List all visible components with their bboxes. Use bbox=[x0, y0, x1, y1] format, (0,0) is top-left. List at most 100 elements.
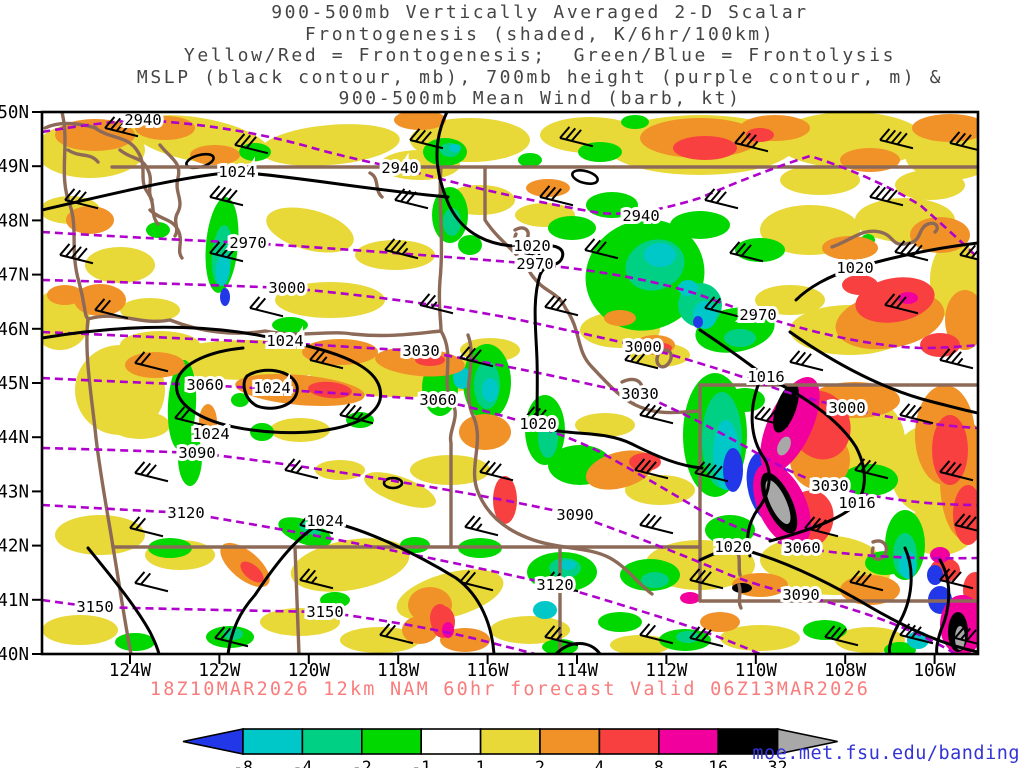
wind-barb bbox=[129, 516, 164, 538]
shading-blob bbox=[215, 254, 231, 286]
contour-label: 2940 bbox=[381, 159, 418, 177]
wind-barb bbox=[894, 240, 929, 262]
lon-axis-label: 110W bbox=[735, 661, 778, 681]
contour-label: 3090 bbox=[556, 506, 593, 524]
wind-barb bbox=[209, 241, 244, 263]
shading-blob bbox=[644, 243, 676, 267]
shading-blob bbox=[945, 290, 978, 350]
shading-blob bbox=[340, 627, 420, 653]
shading-blob bbox=[120, 298, 180, 322]
contour-label: 2970 bbox=[516, 255, 553, 273]
contour-label: 3030 bbox=[811, 477, 848, 495]
shading-blob bbox=[735, 238, 785, 262]
contour-label: 2970 bbox=[739, 306, 776, 324]
shading-blob bbox=[47, 285, 83, 305]
wind-barb bbox=[879, 128, 914, 150]
contour-label: 1024 bbox=[306, 512, 343, 530]
wind-barb bbox=[209, 185, 244, 207]
colorbar-tick-label: 1 bbox=[476, 758, 486, 768]
shading-blob bbox=[260, 608, 340, 636]
contour-label: 1024 bbox=[266, 332, 303, 350]
shading-blob bbox=[415, 354, 445, 366]
shading-blob bbox=[315, 460, 365, 480]
wind-barb bbox=[94, 298, 129, 320]
shading-blob bbox=[85, 247, 155, 283]
wind-barb bbox=[409, 128, 444, 150]
wind-barb bbox=[419, 293, 454, 315]
contour-label: 1020 bbox=[513, 237, 550, 255]
wind-barb bbox=[899, 623, 934, 645]
shading-blob bbox=[773, 383, 799, 433]
shading-blob bbox=[160, 340, 340, 380]
wind-barb bbox=[734, 131, 769, 153]
wind-barb bbox=[849, 570, 884, 592]
shading-blob bbox=[482, 378, 498, 402]
lat-axis-label: 47N bbox=[0, 266, 29, 286]
wind-barb bbox=[394, 188, 429, 210]
colorbar-tick-label: -4 bbox=[292, 758, 312, 768]
shading-blob bbox=[621, 115, 649, 129]
contour-label: 3000 bbox=[624, 338, 661, 356]
shading-blob bbox=[442, 622, 454, 638]
shading-blob bbox=[190, 145, 240, 165]
wind-barb bbox=[584, 238, 619, 260]
wind-barb bbox=[954, 513, 978, 535]
contour-label: 3000 bbox=[828, 399, 865, 417]
shading-blob bbox=[260, 124, 400, 166]
contour-label: 2970 bbox=[229, 234, 266, 252]
shading-blob bbox=[548, 216, 596, 240]
shading-blob bbox=[458, 235, 482, 255]
wind-barb bbox=[704, 188, 739, 210]
wind-barb bbox=[284, 458, 319, 480]
wind-barb bbox=[544, 295, 579, 317]
shading-blob bbox=[912, 114, 978, 142]
wind-barb bbox=[544, 625, 579, 647]
colorbar-arrow-right bbox=[776, 728, 838, 755]
plot-title: 900-500mb Vertically Averaged 2-D Scalar… bbox=[56, 2, 1024, 110]
wind-barb bbox=[639, 403, 674, 425]
contour-label: 3030 bbox=[402, 342, 439, 360]
wind-barb bbox=[519, 240, 554, 262]
shading-blob bbox=[670, 211, 730, 239]
wind-barbs bbox=[59, 116, 978, 648]
contour-label: 3030 bbox=[621, 385, 658, 403]
shading-blob bbox=[895, 170, 965, 200]
banding-link[interactable]: moe.met.fsu.edu/banding bbox=[752, 743, 1020, 764]
shading-blob bbox=[459, 414, 511, 450]
shading-blob bbox=[598, 612, 642, 632]
title-line-4: MSLP (black contour, mb), 700mb height (… bbox=[136, 66, 944, 88]
title-line-1: 900-500mb Vertically Averaged 2-D Scalar bbox=[271, 2, 809, 23]
lat-axis-label: 45N bbox=[0, 374, 29, 394]
contour-label: 3120 bbox=[536, 576, 573, 594]
shading-blob bbox=[676, 631, 700, 643]
wind-barb bbox=[464, 515, 499, 537]
shading-blob bbox=[920, 333, 960, 357]
lon-axis-label: 120W bbox=[288, 661, 331, 681]
shading-blob bbox=[560, 560, 576, 570]
wind-barb bbox=[249, 296, 284, 318]
shading-blob bbox=[955, 626, 965, 650]
lon-axis-label: 118W bbox=[377, 661, 420, 681]
contour-label: 2940 bbox=[622, 207, 659, 225]
shading-blob bbox=[320, 592, 350, 608]
wind-barb bbox=[869, 185, 904, 207]
shading-blob bbox=[693, 316, 703, 328]
shading-blob bbox=[42, 615, 118, 645]
contour-label: 1016 bbox=[747, 368, 784, 386]
lat-axis-label: 44N bbox=[0, 428, 29, 448]
forecast-valid-text: 18Z10MAR2026 12km NAM 60hr forecast Vali… bbox=[149, 679, 871, 700]
wind-barb bbox=[134, 571, 169, 593]
shading-blob bbox=[604, 310, 636, 326]
shading-blob bbox=[705, 515, 755, 545]
contour-label: 3090 bbox=[178, 444, 215, 462]
contour-label: 3000 bbox=[268, 279, 305, 297]
wind-barb bbox=[339, 403, 374, 425]
contour-label: 2940 bbox=[124, 111, 161, 129]
contour-label: 3090 bbox=[782, 586, 819, 604]
wind-barb bbox=[884, 293, 919, 315]
colorbar-tick-label: 2 bbox=[535, 758, 545, 768]
shading-blob bbox=[884, 642, 916, 654]
wind-barb bbox=[824, 625, 859, 647]
shading-blob bbox=[927, 565, 943, 585]
